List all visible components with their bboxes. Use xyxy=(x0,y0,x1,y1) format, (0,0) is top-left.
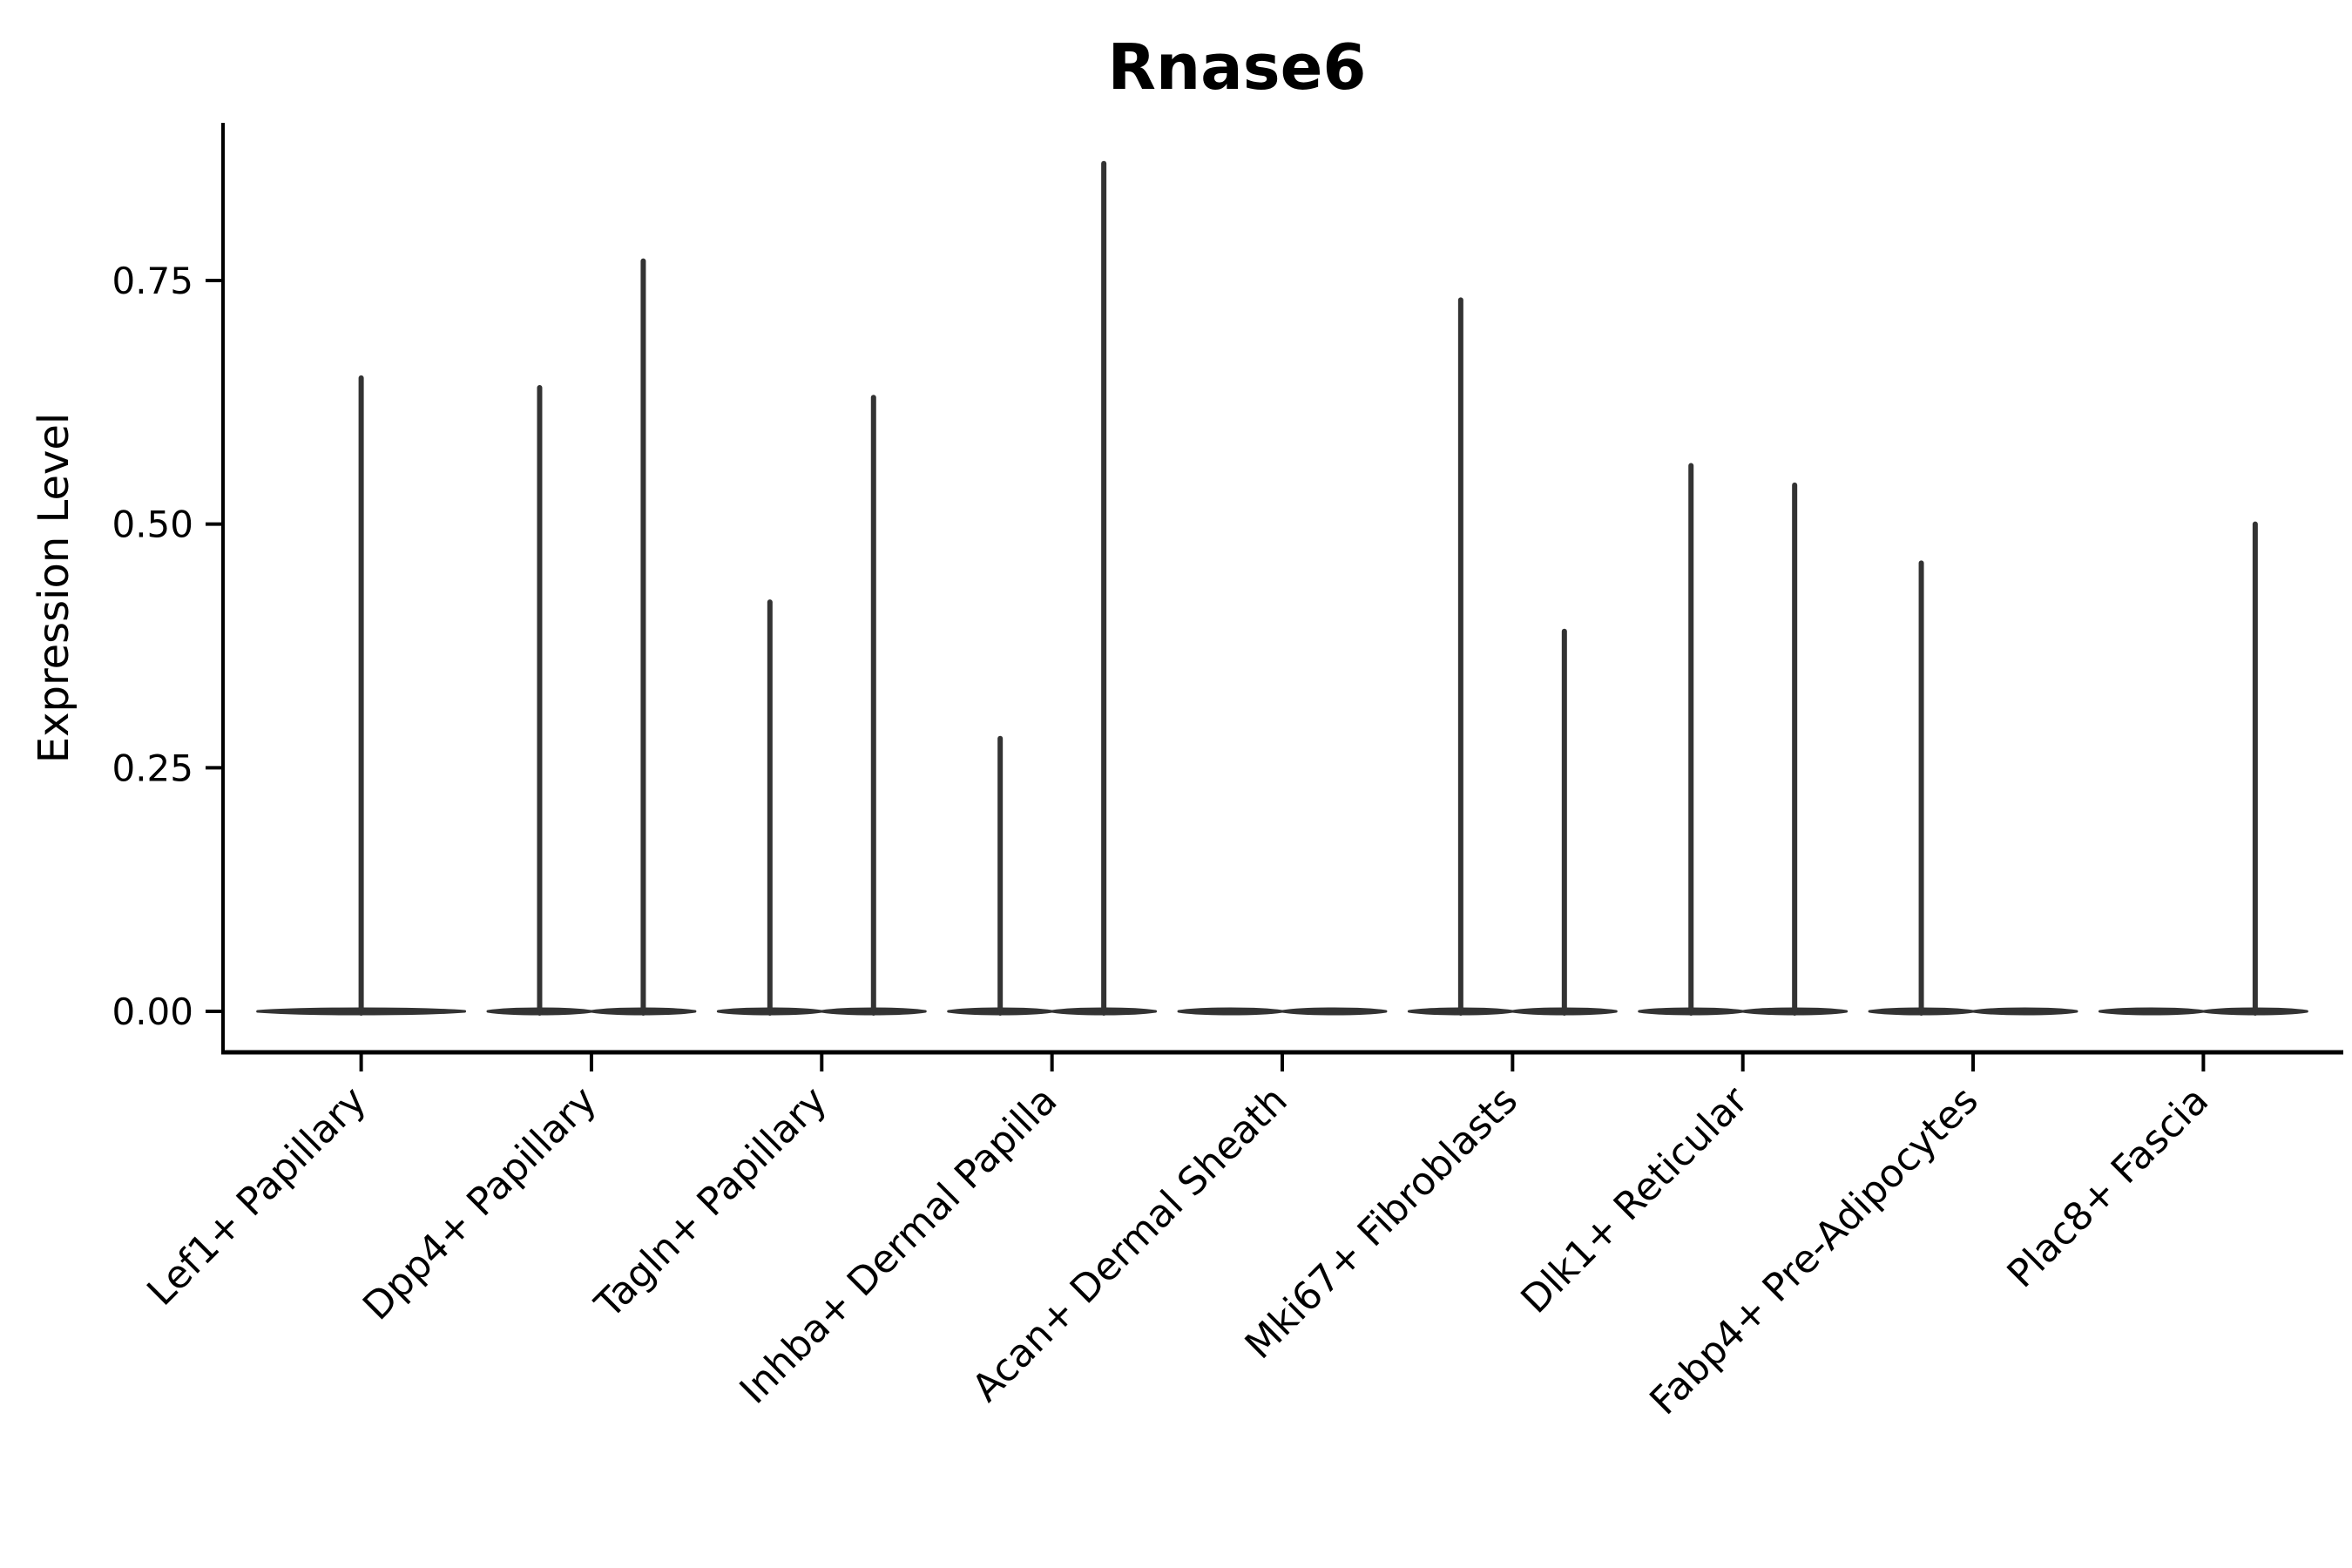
violin-body xyxy=(1971,1007,2078,1016)
y-axis-label: Expression Level xyxy=(30,413,78,764)
y-tick-label: 0.75 xyxy=(112,260,193,302)
violin-body xyxy=(1177,1007,1284,1016)
y-tick-label: 0.25 xyxy=(112,747,193,789)
y-tick-label: 0.00 xyxy=(112,990,193,1033)
y-tick-label: 0.50 xyxy=(112,504,193,546)
violin-body xyxy=(2098,1007,2205,1016)
chart-title: Rnase6 xyxy=(1107,30,1366,104)
violin-body xyxy=(1281,1007,1388,1016)
